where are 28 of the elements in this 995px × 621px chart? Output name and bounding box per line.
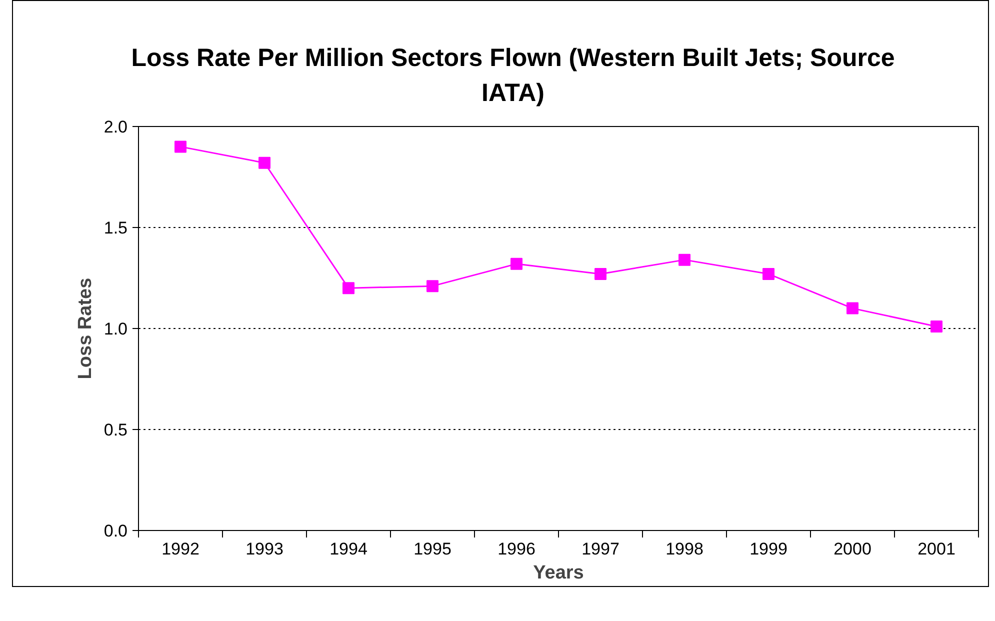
x-tick-label: 2000 [834,540,872,558]
x-axis-title: Years [533,562,584,584]
x-tick-label: 1999 [750,540,788,558]
point [846,302,858,314]
x-tick-label: 1993 [246,540,284,558]
x-tick-label: 1992 [162,540,200,558]
x-tick-label: 2001 [918,540,956,558]
y-axis-title: Loss Rates [74,278,96,380]
x-tick-label: 1995 [414,540,452,558]
point [426,280,438,292]
chart-title: Loss Rate Per Million Sectors Flown (Western Built Jets; Source IATA) [130,43,896,109]
point [342,282,354,294]
y-tick-label: 0.0 [104,522,128,540]
point [258,156,270,169]
x-tick-label: 1998 [666,540,704,558]
y-tick-label: 1.0 [104,320,128,338]
x-tick-label: 1996 [498,540,536,558]
y-tick-label: 2.0 [104,118,128,136]
y-tick-label: 0.5 [104,420,128,440]
x-tick-label: 1994 [330,540,368,558]
point [762,268,774,280]
point [594,268,606,280]
x-tick-label: 1997 [582,540,620,558]
point [510,258,522,270]
point [678,254,690,266]
point [930,320,942,332]
point [174,140,186,153]
y-tick-label: 1.5 [104,218,128,238]
